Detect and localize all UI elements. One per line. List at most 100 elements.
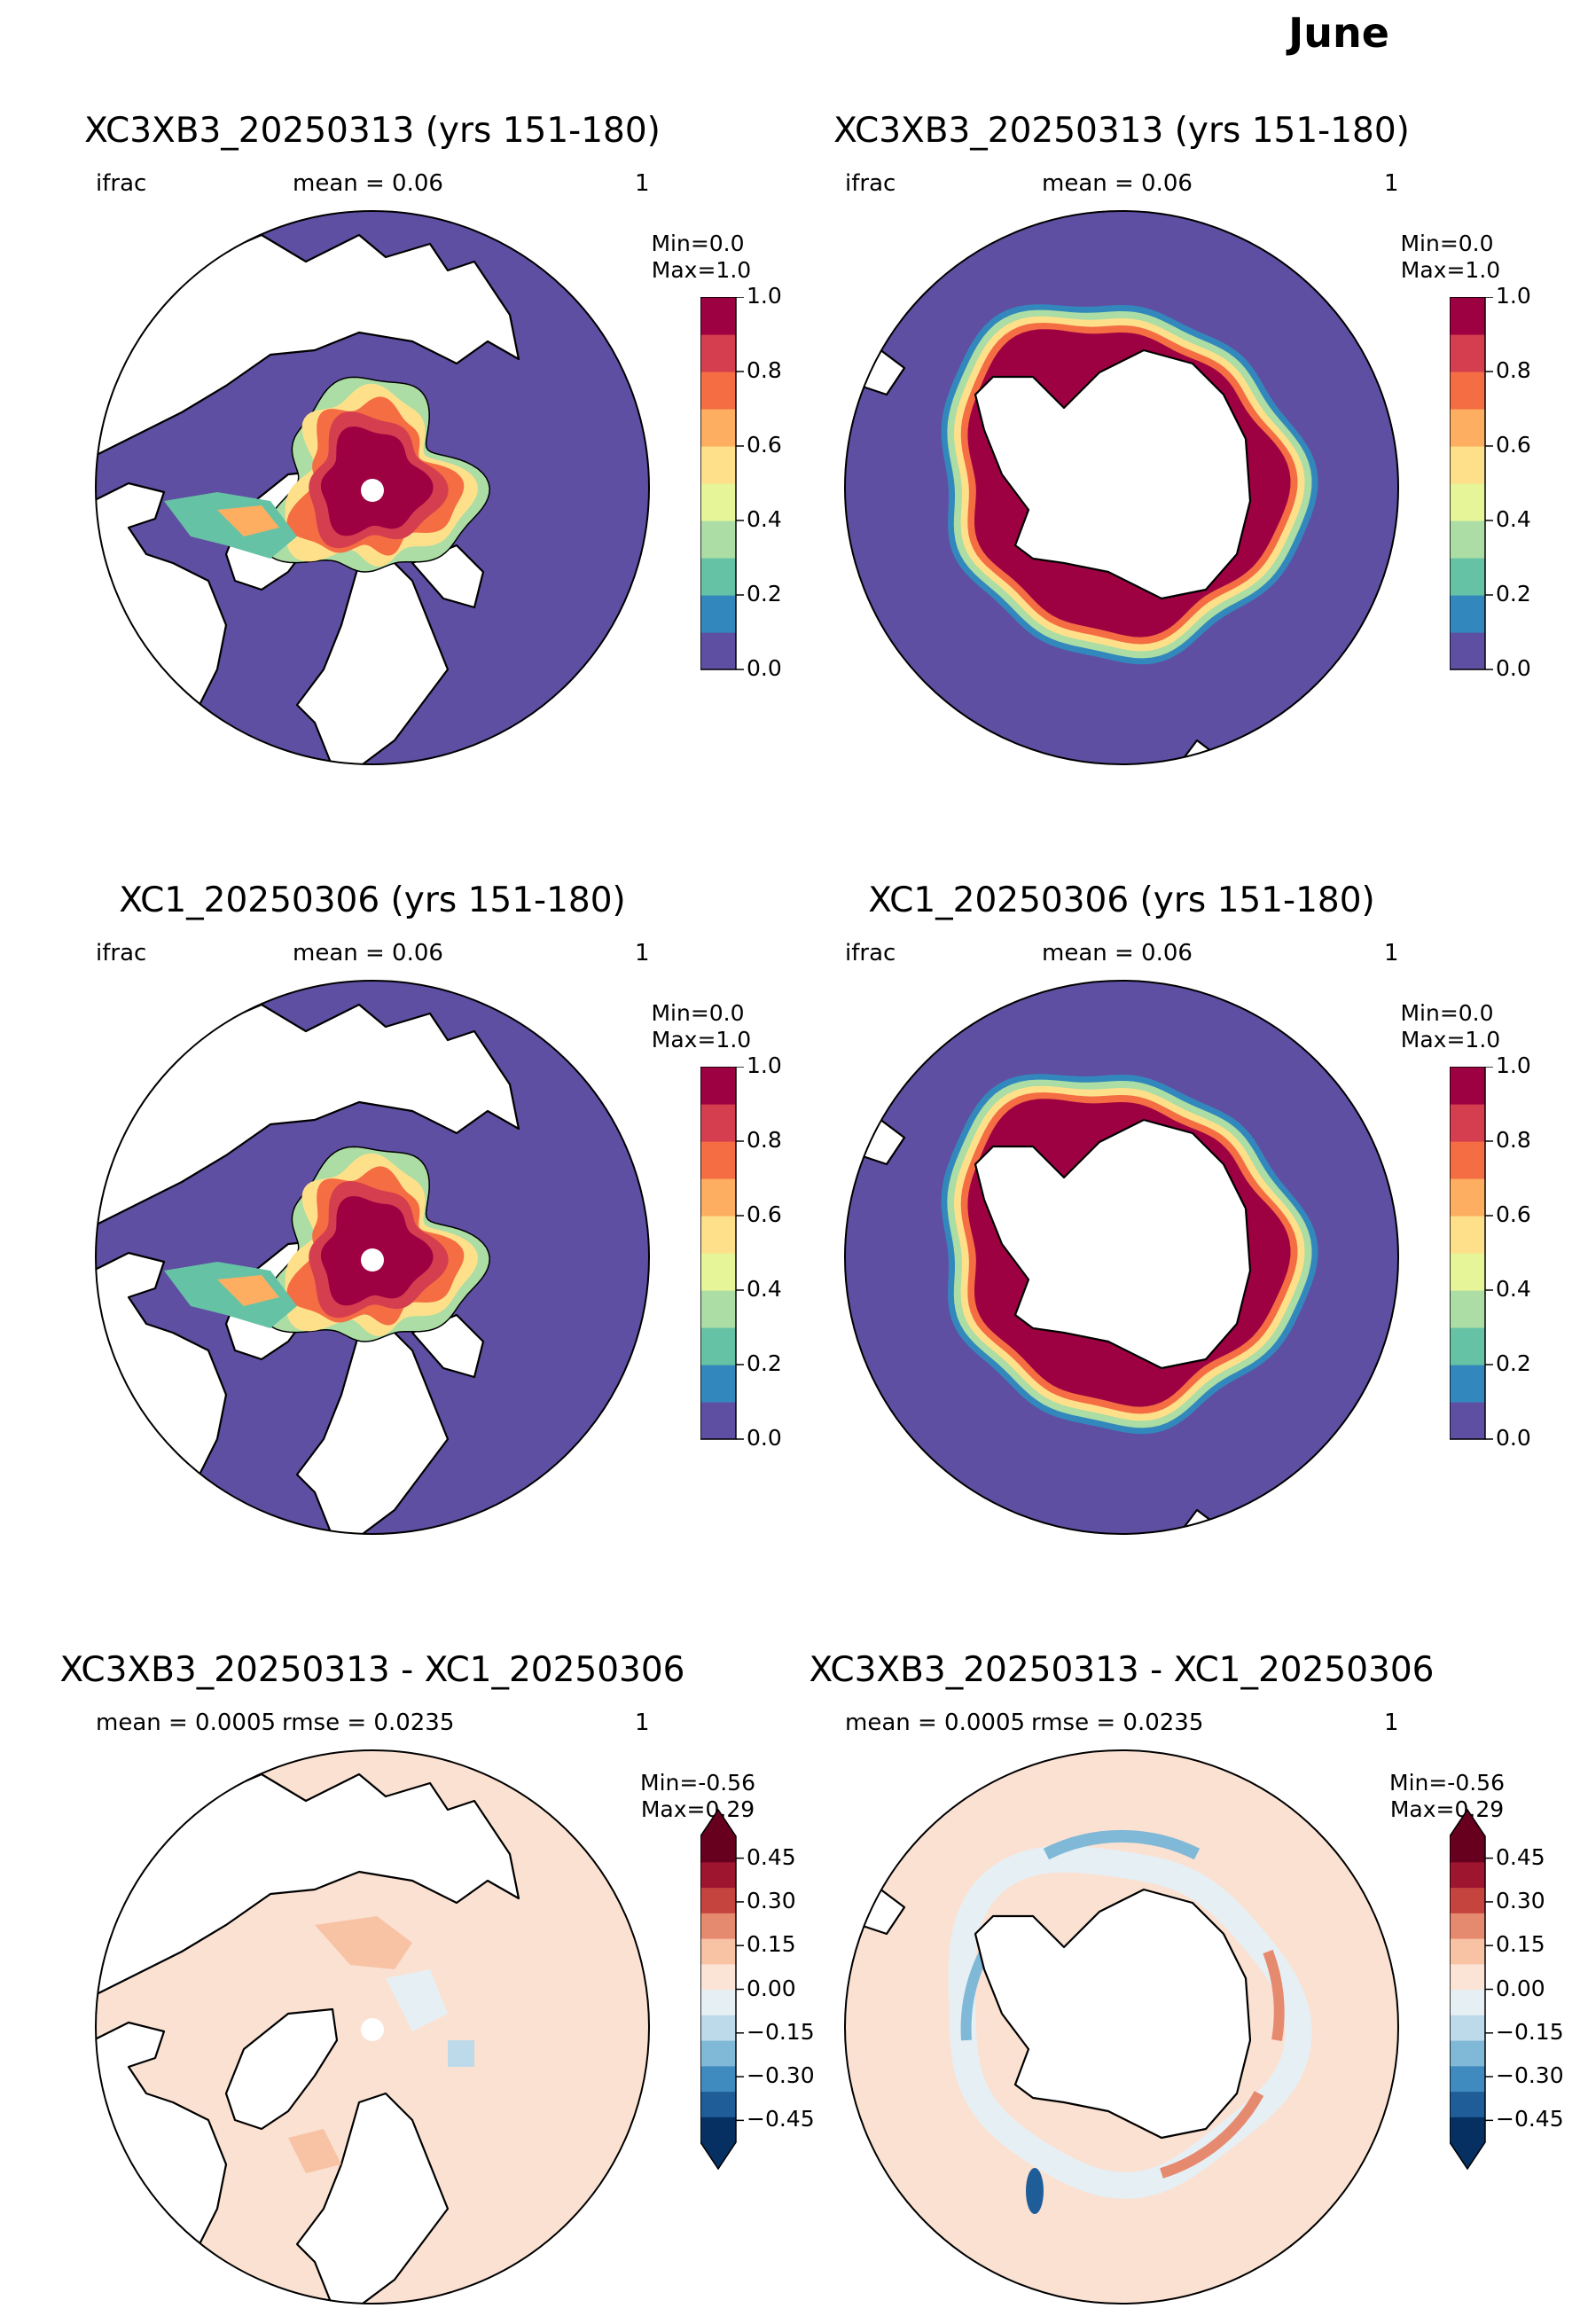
colorbar-level [1450,1913,1485,1939]
colorbar-level [1450,1067,1485,1105]
variable-label: ifrac [96,940,147,966]
colorbar [700,1066,754,1452]
variable-label: ifrac [96,170,147,197]
colorbar-level [1450,1861,1485,1889]
colorbar-level [700,1178,736,1217]
units-label: 1 [1384,170,1399,197]
difference-patch [315,1916,412,1969]
colorbar-level [700,2040,736,2067]
difference-patch [386,1969,448,2031]
colorbar-tick-label: −0.15 [747,2018,815,2045]
min-max-label: Min=-0.56 Max=0.29 [1389,1770,1505,1822]
colorbar-tick-label: 1.0 [747,1052,782,1078]
colorbar-extend-min [700,2142,736,2169]
colorbar-level [1450,2091,1485,2117]
min-max-label: Min=0.0 Max=1.0 [1400,1000,1501,1052]
colorbar-tick-label: 0.15 [1496,1931,1545,1958]
colorbar-tick-label: 0.4 [1496,506,1531,532]
panel-arctic-difference: XC3XB3_20250313 - XC1_20250306 mean = 0.… [0,1539,815,2304]
colorbar-tick-label: 1.0 [1496,283,1531,309]
sea-ice-hudson-core [217,1275,279,1306]
colorbar-level [1450,558,1485,596]
min-max-label: Min=-0.56 Max=0.29 [640,1770,755,1822]
mean-label: mean = 0.06 [293,170,443,197]
colorbar-level [700,1290,736,1328]
units-label: 1 [1384,940,1399,966]
difference-arc [1043,1829,1201,1860]
units-label: 1 [635,170,650,197]
north-america-east [295,552,450,764]
colorbar-level [700,632,736,670]
colorbar-tick-label: −0.30 [747,2062,815,2089]
colorbar-level [1450,632,1485,670]
map-boundary [844,210,1399,765]
colorbar-tick-label: 0.30 [747,1887,796,1913]
colorbar-level [1450,1141,1485,1179]
colorbar [700,296,754,682]
polar-map [95,1749,650,2304]
map-boundary [844,980,1399,1535]
mean-label: mean = 0.0005 [845,1710,1026,1736]
colorbar-level [700,483,736,521]
panel-title: XC1_20250306 (yrs 151-180) [868,880,1375,920]
colorbar-level [1450,1290,1485,1328]
colorbar-level [1450,446,1485,484]
colorbar-level [700,1938,736,1965]
antarctica-landmass [974,348,1252,600]
colorbar-level [700,1861,736,1889]
mean-label: mean = 0.0005 [96,1710,277,1736]
colorbar-level [700,1887,736,1913]
pole-hole [361,2018,384,2041]
north-america-east [295,1322,450,1534]
difference-arc [1263,1949,1285,2042]
colorbar-level [700,1836,736,1863]
colorbar-tick-label: 1.0 [1496,1052,1531,1078]
panel-title: XC3XB3_20250313 (yrs 151-180) [833,111,1410,151]
colorbar-level [700,1402,736,1440]
panel-arctic-xc1: XC1_20250306 (yrs 151-180) ifrac mean = … [0,770,790,1535]
colorbar-level [1450,1365,1485,1403]
colorbar-tick-label: −0.45 [747,2106,815,2132]
panel-title: XC3XB3_20250313 - XC1_20250306 [809,1650,1435,1690]
panel-title: XC3XB3_20250313 - XC1_20250306 [59,1650,685,1690]
colorbar-tick-label: 0.6 [747,432,782,458]
colorbar-tick-label: 0.4 [747,506,782,532]
colorbar-level [700,1365,736,1403]
colorbar-tick-label: 1.0 [747,283,782,309]
colorbar-tick-label: 0.45 [747,1843,796,1870]
colorbar-tick-label: 0.0 [747,655,782,681]
colorbar-level [1450,2015,1485,2041]
colorbar-level [1450,1963,1485,1991]
polar-map [844,980,1399,1535]
units-label: 1 [1384,1710,1399,1736]
colorbar-level [700,2091,736,2117]
pole-hole [361,1248,384,1272]
mean-label: mean = 0.06 [293,940,443,966]
colorbar-tick-label: 0.6 [747,1201,782,1227]
panel-arctic-xc3xb3: XC3XB3_20250313 (yrs 151-180) ifrac mean… [0,0,790,765]
colorbar-level [1450,372,1485,410]
eurasia-landmass [96,1003,520,1228]
colorbar-level [700,446,736,484]
colorbar-tick-label: −0.30 [1496,2062,1564,2089]
colorbar-tick-label: 0.2 [1496,1350,1531,1376]
colorbar-tick-label: 0.45 [1496,1843,1545,1870]
colorbar-tick-label: 0.4 [1496,1276,1531,1302]
units-label: 1 [635,940,650,966]
colorbar-level [1450,297,1485,335]
colorbar-level [1450,1938,1485,1965]
colorbar-level [700,1141,736,1179]
colorbar-level [1450,334,1485,372]
colorbar-tick-label: 0.15 [747,1931,796,1958]
colorbar-level [700,1216,736,1254]
colorbar-level [700,334,736,372]
colorbar-level [1450,1216,1485,1254]
variable-label: ifrac [845,940,896,966]
colorbar-tick-label: −0.15 [1496,2018,1564,2045]
colorbar-level [1450,1178,1485,1217]
colorbar [1449,1783,1503,2208]
colorbar-extend-max [1450,1810,1485,1836]
polar-map [844,1749,1399,2304]
difference-patch [288,2129,341,2173]
mean-label: mean = 0.06 [1042,170,1193,197]
